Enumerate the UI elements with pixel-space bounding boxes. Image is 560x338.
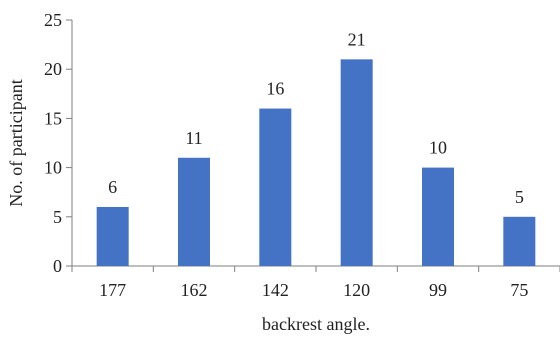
bar-142 — [259, 108, 292, 266]
data-label-99: 10 — [429, 138, 447, 158]
bars-group — [96, 59, 536, 266]
y-axis: 0 5 10 15 20 25 — [44, 10, 73, 276]
x-tick-label: 99 — [429, 280, 447, 300]
bar-162 — [178, 157, 210, 266]
y-axis-title: No. of participant — [6, 79, 26, 206]
bar-75 — [503, 216, 536, 266]
x-axis: 177 162 142 120 99 75 — [71, 265, 560, 300]
y-tick-label: 25 — [44, 10, 62, 30]
y-tick-label: 15 — [44, 108, 62, 128]
data-label-177: 6 — [108, 177, 117, 197]
x-tick-label: 142 — [262, 280, 289, 300]
y-tick-label: 20 — [44, 59, 62, 79]
data-label-120: 21 — [348, 29, 366, 49]
x-tick-label: 162 — [181, 280, 208, 300]
y-tick-label: 0 — [53, 256, 62, 276]
y-tick-label: 10 — [44, 158, 62, 178]
x-tick-label: 177 — [99, 280, 126, 300]
bar-99 — [422, 167, 454, 266]
bar-120 — [340, 59, 373, 266]
x-tick-label: 75 — [510, 280, 528, 300]
data-labels-group: 6 11 16 21 10 5 — [108, 29, 524, 206]
x-tick-label: 120 — [343, 280, 370, 300]
data-label-162: 11 — [185, 128, 202, 148]
y-tick-label: 5 — [53, 207, 62, 227]
data-label-142: 16 — [266, 79, 284, 99]
x-axis-title: backrest angle. — [262, 314, 370, 334]
data-label-75: 5 — [515, 187, 524, 207]
bar-177 — [96, 206, 129, 266]
